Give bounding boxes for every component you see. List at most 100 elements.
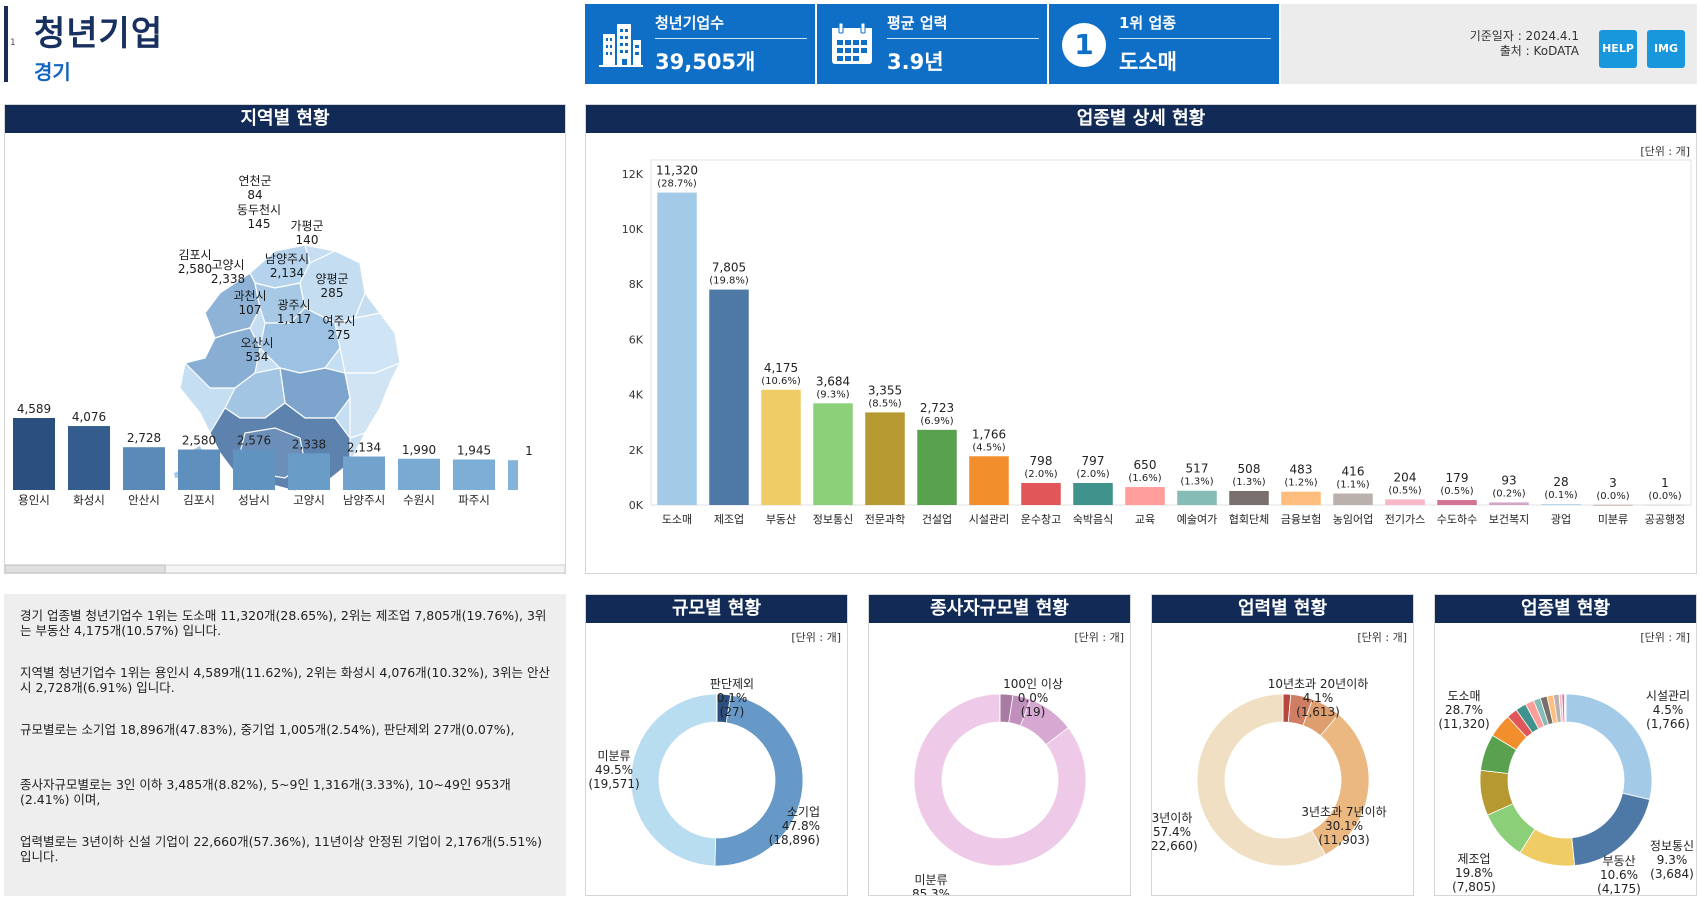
region-bar[interactable] xyxy=(233,449,275,490)
callout-count: (27) xyxy=(720,705,745,719)
industry-bar[interactable] xyxy=(1489,502,1529,505)
industry-bar[interactable] xyxy=(1073,483,1113,505)
kpi-top-industry: 1 1위 업종 도소매 xyxy=(1049,4,1279,84)
industry-bar-percent: (0.1%) xyxy=(1544,490,1577,501)
industry-bar-percent: (1.1%) xyxy=(1336,480,1369,491)
kpi-value: 도소매 xyxy=(1119,50,1177,74)
industry-bar[interactable] xyxy=(1125,487,1165,505)
plot-frame xyxy=(650,159,1692,506)
region-scrollbar-track[interactable] xyxy=(5,564,565,573)
map-label-value: 145 xyxy=(248,217,271,231)
header-marker: 1 xyxy=(10,38,16,48)
summary-box: 경기 업종별 청년기업수 1위는 도소매 11,320개(28.65%), 2위… xyxy=(4,594,566,896)
region-bar[interactable] xyxy=(123,447,165,490)
region-panel: 지역별 현황 연천군 84 동두천시 145 가평군 140 김포시 2,580 고양시 2,33… xyxy=(4,104,566,574)
industry-bar-percent: (2.0%) xyxy=(1076,469,1109,480)
kpi-label: 1위 업종 xyxy=(1119,14,1177,32)
industry-bar[interactable] xyxy=(1021,482,1061,505)
region-bar-value: 2,728 xyxy=(127,431,161,445)
region-bar[interactable] xyxy=(508,460,518,490)
building-icon xyxy=(599,24,643,67)
industry-bar[interactable] xyxy=(1333,493,1373,505)
rank-number: 1 xyxy=(1074,28,1093,61)
industry-bar[interactable] xyxy=(1281,491,1321,505)
callout-count: (19) xyxy=(1021,705,1046,719)
map-label-name: 양평군 xyxy=(315,272,348,286)
region-bar-category: 성남시 xyxy=(238,493,270,507)
industry-bar-chart: 0K 2K 4K 6K 8K 10K 12K 11,320(28.7%) 도소매 7,805(19… xyxy=(622,159,1692,526)
industry-bar-category: 운수창고 xyxy=(1021,513,1061,526)
region-bar-category: 화성시 xyxy=(73,493,105,507)
industry-donut-chart: 도소매28.7%(11,320)시설관리4.5%(1,766)정보통신9.3%(… xyxy=(1438,689,1694,895)
kpi-average-age: 평균 업력 3.9년 xyxy=(817,4,1047,84)
industry-bar-category: 교육 xyxy=(1135,513,1155,526)
callout-name: 3년이하 xyxy=(1152,811,1192,825)
callout-name: 제조업 xyxy=(1457,852,1490,866)
donut-slice[interactable] xyxy=(1196,693,1327,867)
industry-bar-value: 3,355 xyxy=(868,383,902,397)
map-label-name: 김포시 xyxy=(178,248,211,262)
industry-bar-value: 650 xyxy=(1134,458,1157,472)
callout-count: (11,320) xyxy=(1438,717,1489,731)
industry-bar[interactable] xyxy=(917,429,957,505)
industry-bar[interactable] xyxy=(709,289,749,505)
region-name: 경기 xyxy=(34,60,71,84)
donut-slice[interactable] xyxy=(714,694,804,867)
donut-slice[interactable] xyxy=(1565,693,1653,801)
age-panel: 업력별 현황 [단위 : 개] 10년초과 20년이하 4.1% (1,613) 3년… xyxy=(1151,594,1414,896)
donut-slice[interactable] xyxy=(913,693,1087,867)
map-label-value: 140 xyxy=(296,233,319,247)
y-tick-label: 6K xyxy=(629,333,644,346)
region-bar[interactable] xyxy=(13,418,55,490)
size-panel-title: 규모별 현황 xyxy=(586,595,847,623)
industry-bar-category: 전문과학 xyxy=(865,513,905,526)
region-scrollbar-thumb[interactable] xyxy=(5,564,166,573)
callout-pct: 19.8% xyxy=(1455,866,1493,880)
industry-bar-category: 부동산 xyxy=(766,513,796,526)
industry-bar[interactable] xyxy=(1645,504,1685,506)
help-button[interactable]: HELP xyxy=(1599,30,1637,68)
region-bar[interactable] xyxy=(178,449,220,490)
industry-bar[interactable] xyxy=(1385,499,1425,505)
y-tick-label: 10K xyxy=(622,223,644,236)
industry-bar-category: 농임어업 xyxy=(1333,513,1373,526)
industry-bar[interactable] xyxy=(1437,500,1477,505)
industry-bar-percent: (6.9%) xyxy=(920,416,953,427)
region-bar[interactable] xyxy=(398,458,440,490)
map-label-value: 1,117 xyxy=(277,312,311,326)
region-bar-value: 2,338 xyxy=(292,437,326,451)
region-bar-category: 고양시 xyxy=(293,493,325,507)
industry-bar-value: 28 xyxy=(1553,475,1568,489)
map-label-value: 285 xyxy=(321,286,344,300)
industry-bar[interactable] xyxy=(1541,504,1581,505)
industry-bar[interactable] xyxy=(813,403,853,505)
industry-bar[interactable] xyxy=(1593,504,1633,506)
industry-bar[interactable] xyxy=(969,456,1009,505)
region-bar-category: 안산시 xyxy=(128,493,160,507)
map-label-name: 과천시 xyxy=(233,288,266,303)
region-bar[interactable] xyxy=(453,459,495,490)
callout-count: (7,805) xyxy=(1452,880,1496,894)
region-bar[interactable] xyxy=(288,453,330,490)
size-panel: 규모별 현황 [단위 : 개] 판단제외 0.1% (27) 소기업 47.8% (18,… xyxy=(585,594,848,896)
callout-count: (1,766) xyxy=(1646,717,1690,731)
industry-bar[interactable] xyxy=(657,192,697,505)
industry-bar[interactable] xyxy=(1177,490,1217,505)
industry-bar-percent: (28.7%) xyxy=(657,179,697,190)
region-bar[interactable] xyxy=(343,456,385,490)
map-region-namyangju xyxy=(259,307,341,374)
region-bar[interactable] xyxy=(68,426,110,490)
kpi-label: 평균 업력 xyxy=(887,14,948,32)
image-button[interactable]: IMG xyxy=(1647,30,1685,68)
industry-bar-percent: (0.0%) xyxy=(1648,491,1681,502)
industry-bar[interactable] xyxy=(761,389,801,505)
unit-label: [단위 : 개] xyxy=(791,631,841,644)
industry-bar[interactable] xyxy=(1229,490,1269,505)
industry-bar-category: 숙박음식 xyxy=(1073,513,1113,526)
donut-slice[interactable] xyxy=(630,693,718,867)
industry-bar[interactable] xyxy=(865,412,905,505)
callout-name: 미분류 xyxy=(597,749,630,763)
region-bar-category: 파주시 xyxy=(458,493,490,507)
region-bar-value: 1,990 xyxy=(402,443,436,457)
